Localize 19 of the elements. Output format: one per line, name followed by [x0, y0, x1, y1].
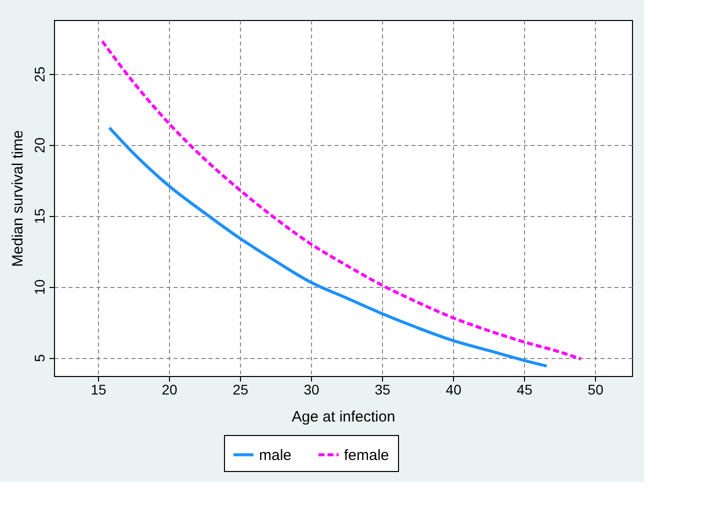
- y-tick-label: 5: [32, 354, 48, 362]
- legend-label: male: [259, 446, 292, 464]
- x-tick-label: 35: [374, 382, 391, 398]
- x-axis-title: Age at infection: [292, 408, 396, 426]
- y-tick-label: 15: [32, 208, 48, 224]
- y-tick-label: 20: [32, 137, 48, 154]
- x-tick-label: 30: [304, 382, 320, 398]
- x-tick-label: 25: [232, 382, 249, 398]
- y-axis-title: Median survival time: [10, 130, 26, 267]
- x-tick-label: 50: [588, 382, 604, 398]
- legend-label: female: [344, 446, 390, 464]
- x-tick-label: 15: [90, 382, 107, 398]
- x-tick-label: 20: [162, 382, 178, 398]
- x-tick-label: 45: [516, 382, 533, 398]
- line-series: [100, 40, 582, 360]
- y-tick-label: 25: [32, 66, 48, 82]
- y-tick-label: 10: [32, 279, 48, 295]
- line-series: [108, 126, 548, 368]
- x-tick-label: 40: [446, 382, 462, 398]
